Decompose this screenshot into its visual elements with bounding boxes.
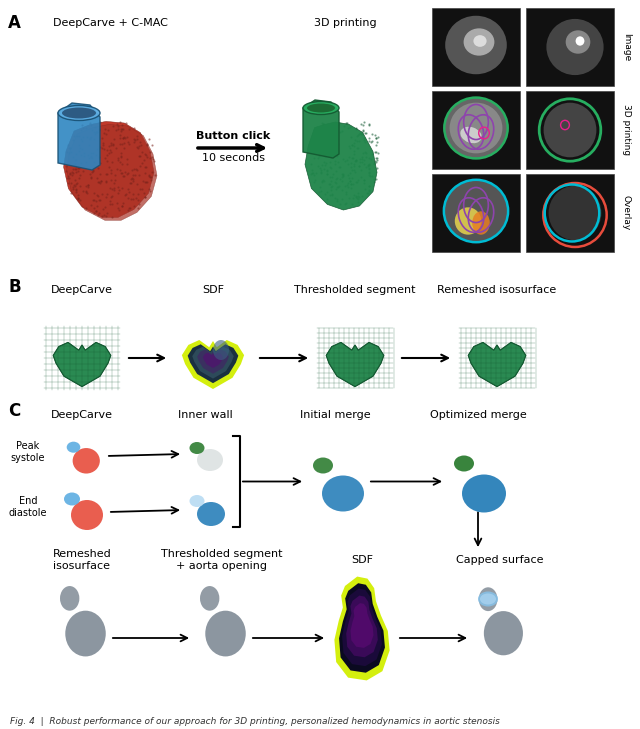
Polygon shape — [342, 588, 382, 666]
Polygon shape — [339, 583, 385, 673]
Ellipse shape — [64, 493, 80, 505]
Ellipse shape — [205, 611, 246, 656]
Text: Peak
systole: Peak systole — [11, 441, 45, 463]
Polygon shape — [326, 343, 384, 386]
Text: 3D printing: 3D printing — [622, 104, 631, 155]
Ellipse shape — [566, 31, 590, 54]
FancyBboxPatch shape — [526, 8, 614, 86]
FancyBboxPatch shape — [432, 174, 520, 252]
Ellipse shape — [444, 98, 508, 158]
Polygon shape — [63, 122, 154, 217]
Ellipse shape — [65, 611, 106, 656]
Ellipse shape — [463, 28, 495, 55]
Ellipse shape — [303, 101, 339, 114]
Text: DeepCarve: DeepCarve — [51, 410, 113, 420]
FancyBboxPatch shape — [526, 174, 614, 252]
Ellipse shape — [67, 442, 80, 453]
Polygon shape — [337, 579, 387, 678]
Text: Initial merge: Initial merge — [300, 410, 371, 420]
Text: Inner wall: Inner wall — [178, 410, 232, 420]
Text: DeepCarve: DeepCarve — [51, 285, 113, 295]
Text: SDF: SDF — [202, 285, 224, 295]
Ellipse shape — [472, 211, 490, 235]
Ellipse shape — [454, 456, 474, 472]
Ellipse shape — [213, 340, 229, 360]
Ellipse shape — [73, 448, 100, 474]
Polygon shape — [192, 347, 234, 378]
Ellipse shape — [189, 442, 205, 454]
Text: Remeshed isosurface: Remeshed isosurface — [437, 285, 557, 295]
FancyBboxPatch shape — [432, 91, 520, 169]
Text: DeepCarve + C-MAC: DeepCarve + C-MAC — [52, 18, 168, 28]
Ellipse shape — [548, 186, 602, 241]
Ellipse shape — [575, 36, 584, 46]
Polygon shape — [197, 349, 229, 374]
Text: Capped surface: Capped surface — [456, 555, 544, 565]
Ellipse shape — [58, 106, 100, 120]
Polygon shape — [203, 353, 223, 368]
Polygon shape — [53, 343, 111, 386]
Ellipse shape — [197, 502, 225, 526]
Ellipse shape — [543, 103, 596, 157]
Ellipse shape — [462, 475, 506, 512]
Polygon shape — [188, 344, 238, 383]
Polygon shape — [305, 122, 377, 210]
Ellipse shape — [547, 19, 604, 75]
Text: B: B — [8, 278, 20, 296]
Text: C: C — [8, 402, 20, 420]
Text: Optimized merge: Optimized merge — [429, 410, 526, 420]
Text: End
diastole: End diastole — [9, 496, 47, 518]
Polygon shape — [58, 103, 100, 170]
Text: SDF: SDF — [351, 555, 373, 565]
Polygon shape — [351, 603, 374, 648]
Text: Overlay: Overlay — [622, 195, 631, 230]
Ellipse shape — [200, 586, 220, 611]
Ellipse shape — [460, 127, 482, 143]
Ellipse shape — [313, 458, 333, 474]
Polygon shape — [468, 343, 526, 386]
Ellipse shape — [479, 588, 497, 611]
Ellipse shape — [444, 181, 508, 241]
Text: Thresholded segment: Thresholded segment — [294, 285, 416, 295]
Text: Fig. 4  |  Robust performance of our approach for 3D printing, personalized hemo: Fig. 4 | Robust performance of our appro… — [10, 717, 500, 727]
Text: Image: Image — [622, 33, 631, 61]
Polygon shape — [303, 100, 339, 158]
Polygon shape — [67, 125, 157, 220]
Text: 10 seconds: 10 seconds — [202, 153, 264, 163]
Ellipse shape — [71, 500, 103, 530]
Ellipse shape — [480, 593, 496, 604]
Polygon shape — [346, 596, 378, 658]
Text: Remeshed
isosurface: Remeshed isosurface — [52, 549, 111, 571]
Ellipse shape — [484, 611, 523, 655]
Polygon shape — [184, 343, 242, 386]
Ellipse shape — [474, 35, 486, 47]
FancyBboxPatch shape — [526, 91, 614, 169]
Ellipse shape — [445, 16, 507, 74]
Ellipse shape — [60, 586, 79, 611]
Text: 3D printing: 3D printing — [314, 18, 376, 28]
Ellipse shape — [450, 103, 502, 153]
Text: Button click: Button click — [196, 131, 270, 141]
Ellipse shape — [478, 591, 498, 607]
Ellipse shape — [189, 495, 205, 507]
FancyBboxPatch shape — [432, 8, 520, 86]
Ellipse shape — [197, 449, 223, 471]
Ellipse shape — [455, 207, 481, 235]
Ellipse shape — [307, 104, 335, 112]
Text: Thresholded segment
+ aorta opening: Thresholded segment + aorta opening — [161, 549, 283, 571]
Ellipse shape — [62, 107, 96, 119]
Text: A: A — [8, 14, 21, 32]
Ellipse shape — [322, 475, 364, 512]
